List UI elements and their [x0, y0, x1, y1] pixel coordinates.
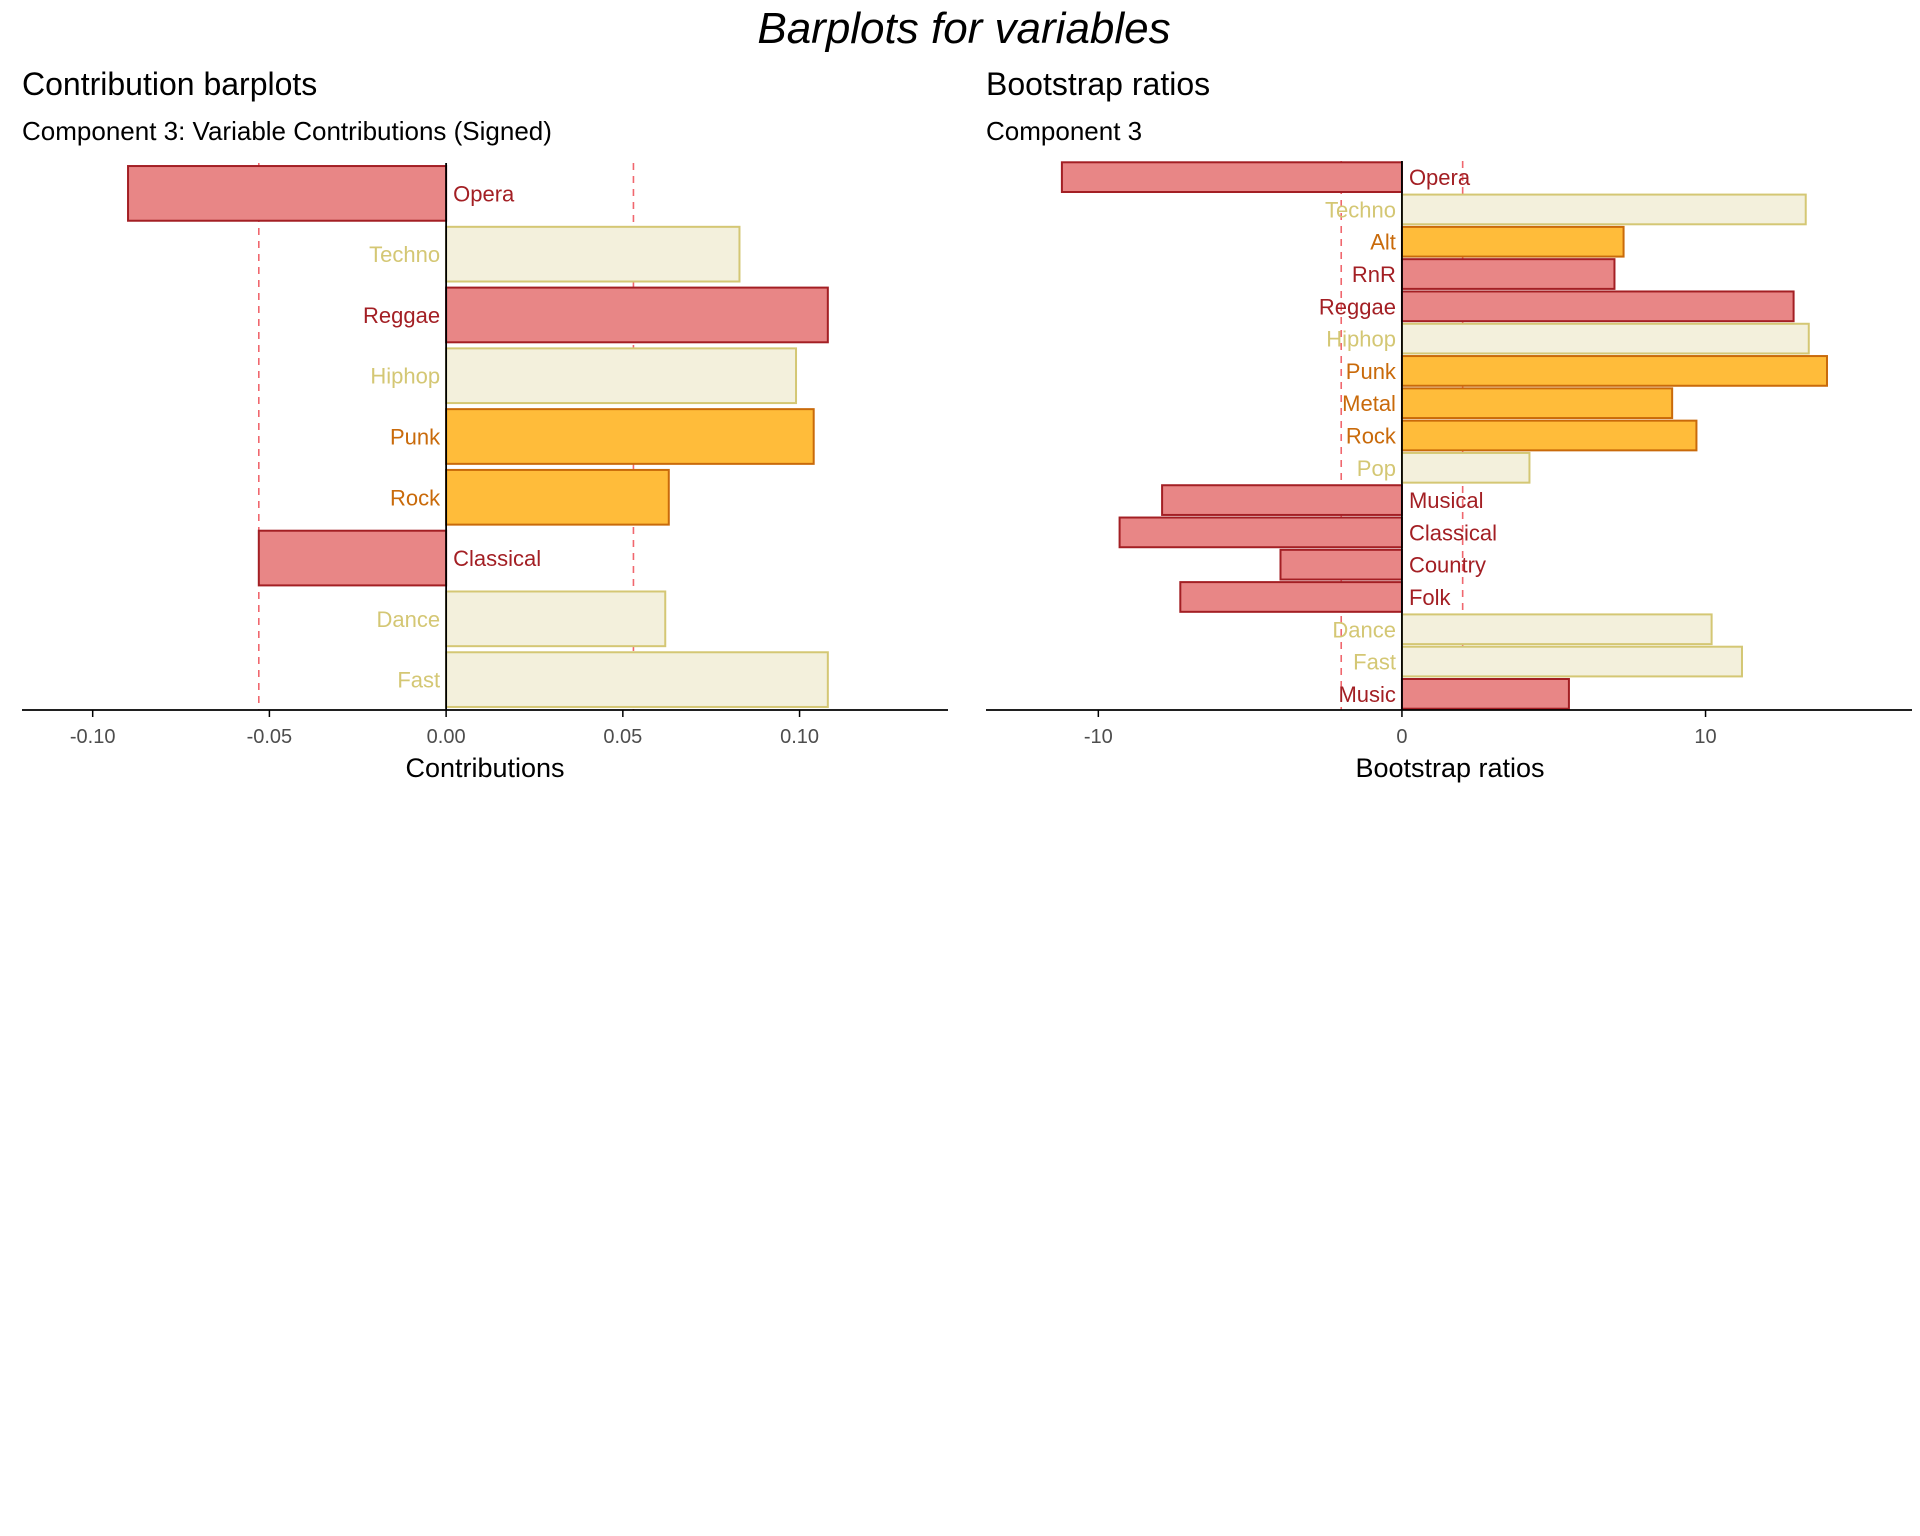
bar-label: Punk	[1346, 359, 1397, 384]
bar	[1161, 484, 1403, 516]
bar	[1400, 322, 1810, 355]
bar	[1118, 516, 1403, 549]
x-tick-label: 0.10	[780, 726, 819, 748]
bar	[1400, 290, 1795, 323]
x-axis-title: Contributions	[405, 753, 564, 783]
bar-label: Country	[1409, 553, 1486, 578]
bar-label: Folk	[1409, 585, 1452, 610]
bar	[1060, 161, 1403, 194]
bar-label: Rock	[1346, 424, 1397, 449]
bar	[445, 590, 667, 648]
bar-label: Dance	[377, 607, 441, 632]
bar-label: Hiphop	[370, 364, 440, 389]
contribution-plot-area: Opera Techno Reggae Hiphop Punk Rock Classical…	[22, 163, 948, 748]
bootstrap-panel: Bootstrap ratios Component 3 Opera Techno…	[986, 66, 1912, 783]
x-tick-label: -10	[1084, 726, 1113, 748]
bar-label: Opera	[453, 181, 515, 206]
bar-label: Musical	[1409, 488, 1484, 513]
bar	[1400, 387, 1674, 420]
panel-title: Contribution barplots	[22, 66, 317, 102]
bar-label: Fast	[397, 668, 440, 693]
panel-title: Bootstrap ratios	[986, 66, 1210, 102]
bar	[445, 225, 741, 283]
bar-label: Pop	[1357, 456, 1396, 481]
bar	[1279, 548, 1403, 581]
bar-label: Techno	[1325, 197, 1396, 222]
x-tick-label: 0.00	[427, 726, 466, 748]
bar-label: Classical	[453, 546, 541, 571]
bar	[445, 347, 798, 405]
bar	[445, 651, 829, 708]
bar-label: Opera	[1409, 165, 1471, 190]
bar-label: Dance	[1332, 617, 1396, 642]
bar	[445, 468, 670, 526]
bar	[445, 286, 829, 344]
figure-title: Barplots for variables	[757, 4, 1170, 53]
bar	[257, 529, 448, 587]
bar-label: Alt	[1370, 230, 1396, 255]
bar	[1400, 451, 1531, 484]
bar-label: Hiphop	[1326, 327, 1396, 352]
panel-subtitle: Component 3: Variable Contributions (Sig…	[22, 116, 552, 146]
x-axis-title: Bootstrap ratios	[1355, 753, 1544, 783]
panel-subtitle: Component 3	[986, 116, 1142, 146]
x-tick-label: 10	[1694, 726, 1716, 748]
x-tick-label: -0.10	[70, 726, 116, 748]
x-tick-label: -0.05	[247, 726, 293, 748]
bar	[1400, 419, 1698, 452]
bar	[1400, 355, 1828, 387]
bar-label: Rock	[390, 485, 441, 510]
bar	[1400, 645, 1743, 678]
bar	[1400, 225, 1625, 258]
bootstrap-plot-area: Opera Techno Alt RnR Reggae Hiphop Punk Metal Ro…	[986, 161, 1912, 748]
bar-label: Reggae	[1319, 294, 1396, 319]
bar	[1400, 193, 1807, 226]
bar-label: Music	[1338, 682, 1395, 707]
bar	[445, 408, 815, 465]
bar-label: Metal	[1342, 391, 1396, 416]
contribution-panel: Contribution barplots Component 3: Varia…	[22, 66, 948, 783]
x-tick-label: 0	[1396, 726, 1407, 748]
bar-label: Punk	[390, 425, 441, 450]
bar-label: RnR	[1352, 262, 1396, 287]
bar-label: Classical	[1409, 520, 1497, 545]
bar-label: Techno	[369, 242, 440, 267]
bar	[1400, 613, 1713, 646]
bar-label: Fast	[1353, 650, 1396, 675]
bar	[1400, 677, 1570, 710]
bar	[1179, 581, 1403, 613]
bar-label: Reggae	[363, 303, 440, 328]
bar	[127, 165, 448, 222]
x-tick-label: 0.05	[603, 726, 642, 748]
bar	[1400, 258, 1616, 290]
